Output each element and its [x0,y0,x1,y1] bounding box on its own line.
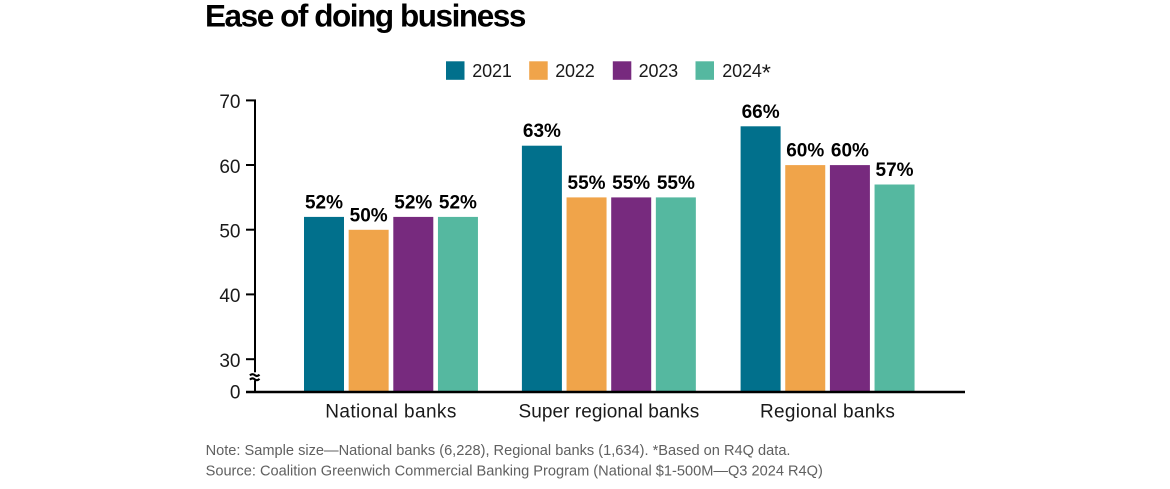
svg-text:52%: 52% [394,192,432,213]
svg-text:50%: 50% [350,205,388,226]
svg-text:2021: 2021 [472,61,512,81]
svg-text:63%: 63% [523,121,561,142]
svg-text:Super regional banks: Super regional banks [519,402,700,423]
svg-text:55%: 55% [612,173,650,194]
svg-text:Note: Sample size—National ban: Note: Sample size—National banks (6,228)… [206,443,791,459]
svg-text:Source: Coalition Greenwich Co: Source: Coalition Greenwich Commercial B… [206,464,823,480]
svg-text:52%: 52% [439,192,477,213]
svg-text:50: 50 [219,222,240,243]
svg-text:2023: 2023 [639,61,679,81]
svg-text:55%: 55% [568,173,606,194]
svg-text:55%: 55% [657,173,695,194]
svg-text:52%: 52% [305,192,343,213]
svg-text:Regional banks: Regional banks [760,402,895,423]
svg-text:2022: 2022 [555,61,595,81]
svg-text:National banks: National banks [325,402,457,423]
svg-text:66%: 66% [742,102,780,123]
svg-text:60%: 60% [786,141,824,162]
svg-text:30: 30 [219,351,240,372]
svg-text:70: 70 [219,92,240,113]
svg-text:57%: 57% [876,160,914,181]
svg-text:60: 60 [219,157,240,178]
svg-text:60%: 60% [831,141,869,162]
svg-text:Ease of doing business: Ease of doing business [205,0,526,33]
svg-text:40: 40 [219,286,240,307]
svg-text:0: 0 [230,382,241,403]
